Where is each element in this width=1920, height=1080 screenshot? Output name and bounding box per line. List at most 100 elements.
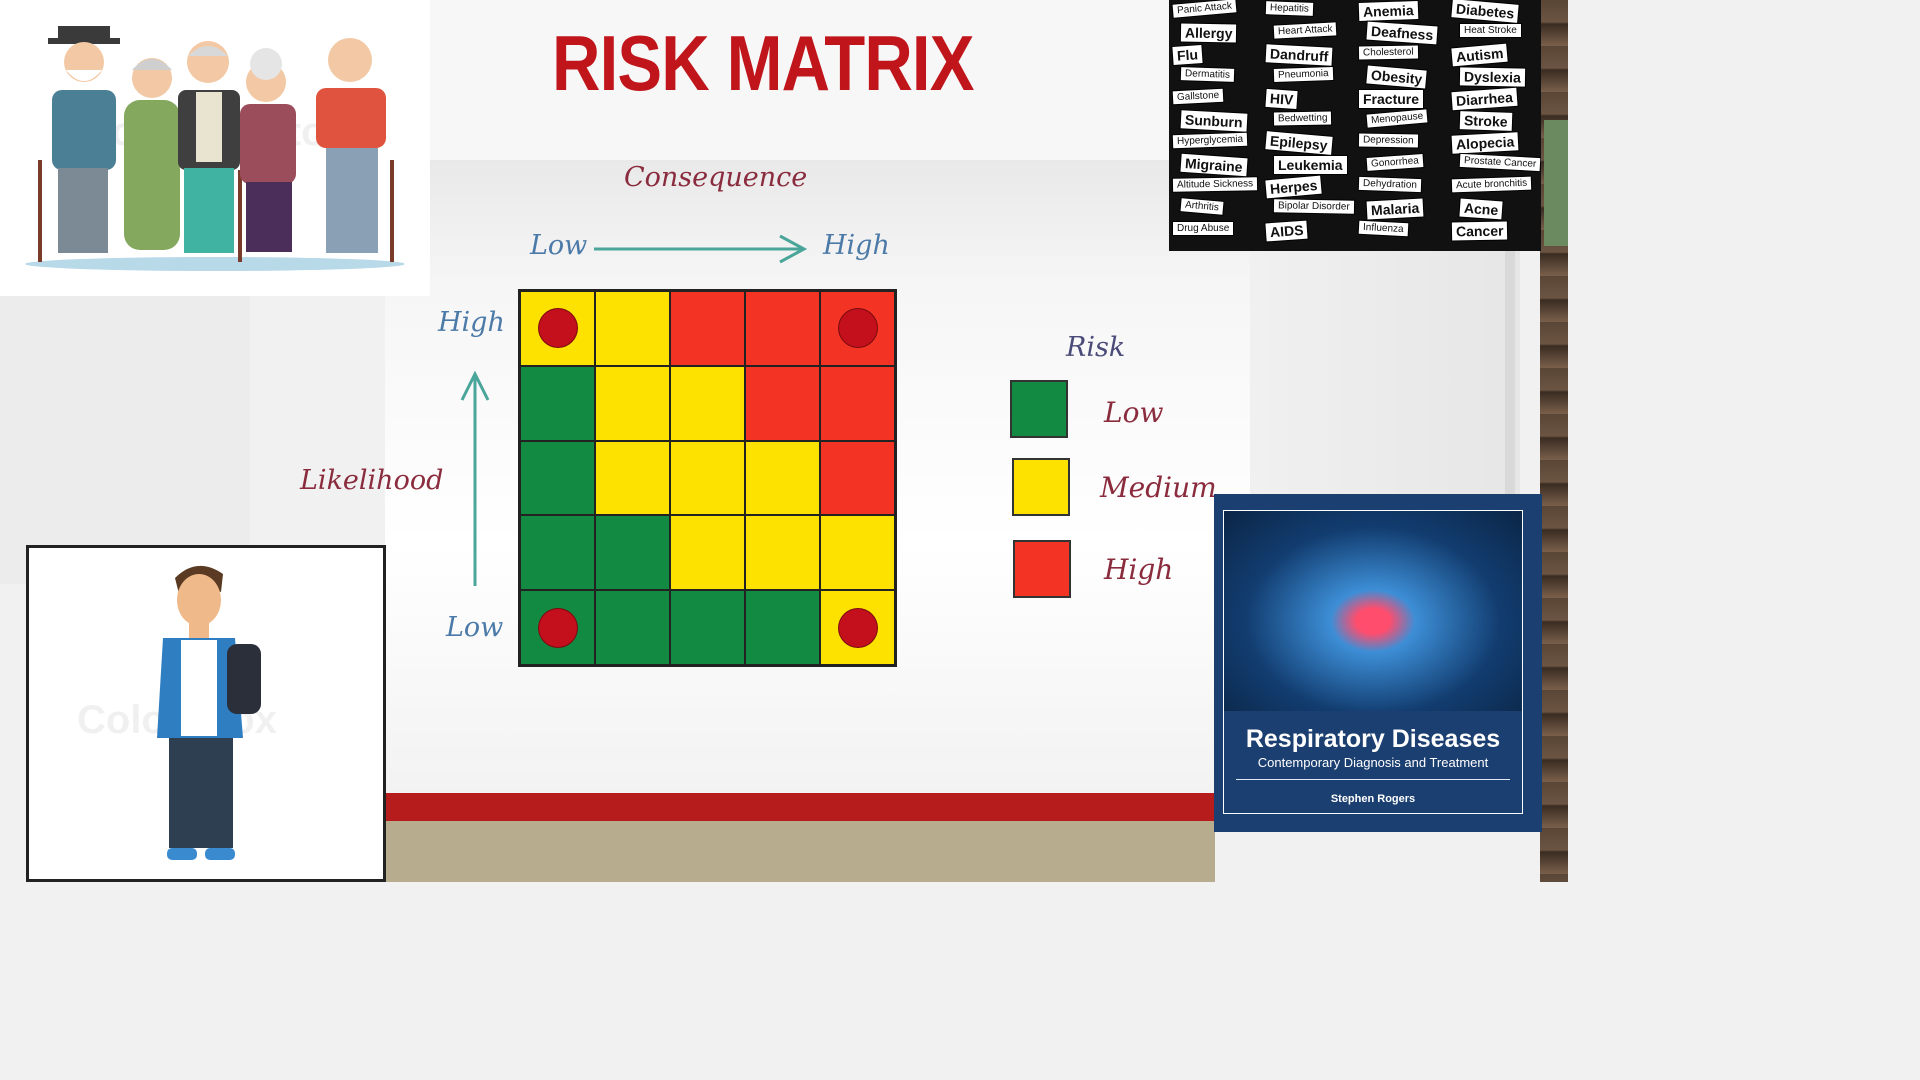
disease-word: Allergy	[1180, 23, 1237, 43]
matrix-cell	[596, 441, 669, 515]
disease-word: Sunburn	[1180, 110, 1247, 132]
book-author: Stephen Rogers	[1330, 793, 1416, 805]
matrix-cell	[671, 366, 744, 440]
disease-word: Dyslexia	[1459, 67, 1525, 87]
matrix-cell	[596, 292, 669, 365]
matrix-cell	[521, 591, 594, 664]
disease-word: AIDS	[1265, 220, 1309, 242]
matrix-cell	[746, 441, 819, 515]
disease-word: Heart Attack	[1273, 22, 1337, 39]
disease-word: Drug Abuse	[1173, 222, 1234, 235]
risk-dot-icon	[538, 309, 577, 348]
legend-low-label: Low	[1104, 396, 1164, 429]
disease-word: Bedwetting	[1273, 111, 1332, 126]
elderly-people-illustration-icon	[25, 26, 405, 271]
disease-word: Hyperglycemia	[1172, 132, 1248, 149]
disease-word: Prostate Cancer	[1459, 153, 1541, 172]
disease-word: Diabetes	[1451, 0, 1520, 23]
matrix-cell	[671, 441, 744, 515]
elderly-group-image: iStock iStock	[0, 0, 430, 296]
disease-word: Acne	[1459, 198, 1503, 220]
disease-word: Epilepsy	[1265, 131, 1333, 155]
disease-word: Hepatitis	[1265, 1, 1314, 16]
disease-word: Pneumonia	[1273, 66, 1333, 83]
disease-word: Influenza	[1358, 220, 1408, 237]
disease-word: Leukemia	[1274, 156, 1347, 174]
likelihood-arrow-icon	[460, 370, 490, 586]
legend-title: Risk	[1066, 332, 1126, 363]
legend-high-swatch	[1013, 540, 1071, 598]
disease-word: Malaria	[1366, 198, 1424, 220]
blank-left-panel	[0, 296, 250, 584]
green-wall-panel	[1544, 120, 1568, 246]
likelihood-high-label: High	[438, 307, 505, 338]
matrix-cell	[521, 292, 594, 365]
matrix-cell	[596, 591, 669, 664]
matrix-cell	[821, 366, 894, 440]
disease-word: Cancer	[1451, 221, 1508, 241]
disease-word: Migraine	[1180, 153, 1248, 177]
book-divider	[1236, 779, 1510, 780]
matrix-cell	[671, 591, 744, 664]
disease-word: Depression	[1358, 133, 1418, 148]
consequence-high-label: High	[823, 230, 890, 261]
risk-matrix-grid	[518, 289, 897, 667]
disease-word: Deafness	[1366, 21, 1438, 45]
floor	[385, 821, 1215, 882]
matrix-cell	[596, 516, 669, 590]
matrix-cell	[671, 516, 744, 590]
disease-word: Acute bronchitis	[1451, 176, 1532, 193]
disease-word: Gallstone	[1172, 88, 1224, 105]
student-with-backpack-illustration-icon	[157, 565, 261, 860]
matrix-cell	[746, 366, 819, 440]
matrix-cell	[821, 591, 894, 664]
matrix-cell	[746, 591, 819, 664]
matrix-cell	[521, 366, 594, 440]
disease-word: Dandruff	[1265, 44, 1333, 66]
matrix-cell	[821, 441, 894, 515]
disease-word: Arthritis	[1180, 198, 1224, 215]
matrix-cell	[746, 516, 819, 590]
matrix-cell	[746, 292, 819, 365]
disease-word: Flu	[1172, 45, 1203, 65]
lungs-xray-icon	[1224, 511, 1522, 711]
matrix-cell	[521, 441, 594, 515]
disease-word: Anemia	[1358, 0, 1418, 22]
disease-word: Panic Attack	[1172, 0, 1237, 18]
book-subtitle: Contemporary Diagnosis and Treatment	[1257, 755, 1489, 770]
disease-word: Stroke	[1459, 111, 1512, 131]
disease-word: Dehydration	[1358, 176, 1422, 193]
disease-word: Menopause	[1366, 109, 1428, 128]
consequence-label: Consequence	[624, 162, 808, 193]
legend-medium-swatch	[1012, 458, 1070, 516]
disease-word: Alopecia	[1451, 132, 1519, 154]
disease-word: Fracture	[1359, 90, 1424, 108]
slide-title: RISK MATRIX	[552, 19, 974, 107]
matrix-cell	[821, 292, 894, 365]
book-title: Respiratory Diseases	[1245, 725, 1501, 753]
risk-dot-icon	[538, 608, 577, 647]
likelihood-low-label: Low	[446, 612, 504, 643]
likelihood-label: Likelihood	[300, 465, 444, 496]
risk-dot-icon	[838, 309, 877, 348]
consequence-arrow-icon	[594, 234, 808, 264]
disease-word: Herpes	[1265, 175, 1323, 199]
disease-word: Autism	[1451, 43, 1509, 67]
disease-word: Heat Stroke	[1460, 24, 1521, 37]
disease-word: Altitude Sickness	[1172, 177, 1258, 192]
book-cover-frame: Respiratory Diseases Contemporary Diagno…	[1223, 510, 1523, 814]
disease-word: Dermatitis	[1180, 67, 1235, 82]
legend-medium-label: Medium	[1100, 471, 1217, 504]
disease-word: HIV	[1265, 88, 1298, 110]
legend-high-label: High	[1104, 553, 1174, 586]
whiteboard-red-rail	[385, 793, 1250, 821]
disease-word: Bipolar Disorder	[1273, 199, 1354, 214]
disease-word-cloud-image: Panic Attack Hepatitis Anemia Diabetes Aller…	[1169, 0, 1541, 251]
disease-word: Diarrhea	[1451, 87, 1518, 111]
student-image: Colourbox	[26, 545, 386, 882]
consequence-low-label: Low	[530, 230, 588, 261]
disease-word: Obesity	[1366, 65, 1428, 89]
matrix-cell	[521, 516, 594, 590]
book-cover-image: Respiratory Diseases Contemporary Diagno…	[1214, 494, 1542, 832]
risk-dot-icon	[838, 608, 877, 647]
